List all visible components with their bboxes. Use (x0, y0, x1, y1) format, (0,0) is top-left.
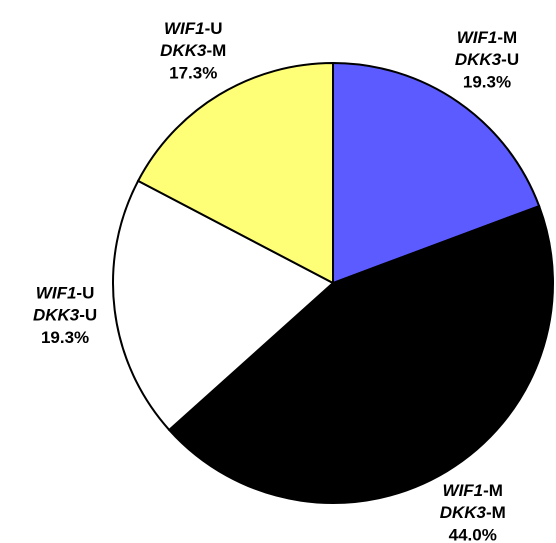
value-label: 19.3% (41, 328, 89, 347)
gene-status: -M (483, 482, 503, 501)
label-line: WIF1-M (443, 482, 503, 501)
value-label: 19.3% (463, 73, 511, 92)
pie-slice (167, 204, 554, 504)
gene-status: -U (76, 284, 94, 303)
gene-name: DKK3 (33, 306, 80, 325)
gene-status: -M (486, 504, 506, 523)
gene-name: DKK3 (455, 51, 502, 70)
label-line: WIF1-U (36, 284, 95, 303)
value-label: 44.0% (449, 526, 497, 543)
label-line: WIF1-U (164, 19, 223, 38)
pie-slice (332, 61, 541, 285)
pie-slice (112, 179, 335, 432)
slice-label: WIF1-U DKK3-U (33, 284, 97, 325)
gene-name: WIF1 (36, 284, 77, 303)
slice-label: WIF1-M DKK3-U (455, 29, 519, 70)
gene-status: -U (205, 19, 223, 38)
slice-label: WIF1-U DKK3-M (160, 19, 226, 60)
value-label: 17.3% (169, 63, 217, 82)
gene-name: WIF1 (457, 29, 498, 48)
slice-label: WIF1-M DKK3-M (440, 482, 506, 523)
label-line: DKK3-M (440, 504, 506, 523)
gene-name: DKK3 (440, 504, 487, 523)
gene-name: DKK3 (160, 41, 207, 60)
gene-status: -U (501, 51, 519, 70)
gene-name: WIF1 (164, 19, 205, 38)
label-line: DKK3-M (160, 41, 226, 60)
gene-name: WIF1 (443, 482, 484, 501)
gene-status: -M (497, 29, 517, 48)
gene-status: -M (206, 41, 226, 60)
label-line: WIF1-M (457, 29, 517, 48)
pie-slice (136, 61, 334, 285)
label-line: DKK3-U (455, 51, 519, 70)
gene-status: -U (79, 306, 97, 325)
label-line: DKK3-U (33, 306, 97, 325)
